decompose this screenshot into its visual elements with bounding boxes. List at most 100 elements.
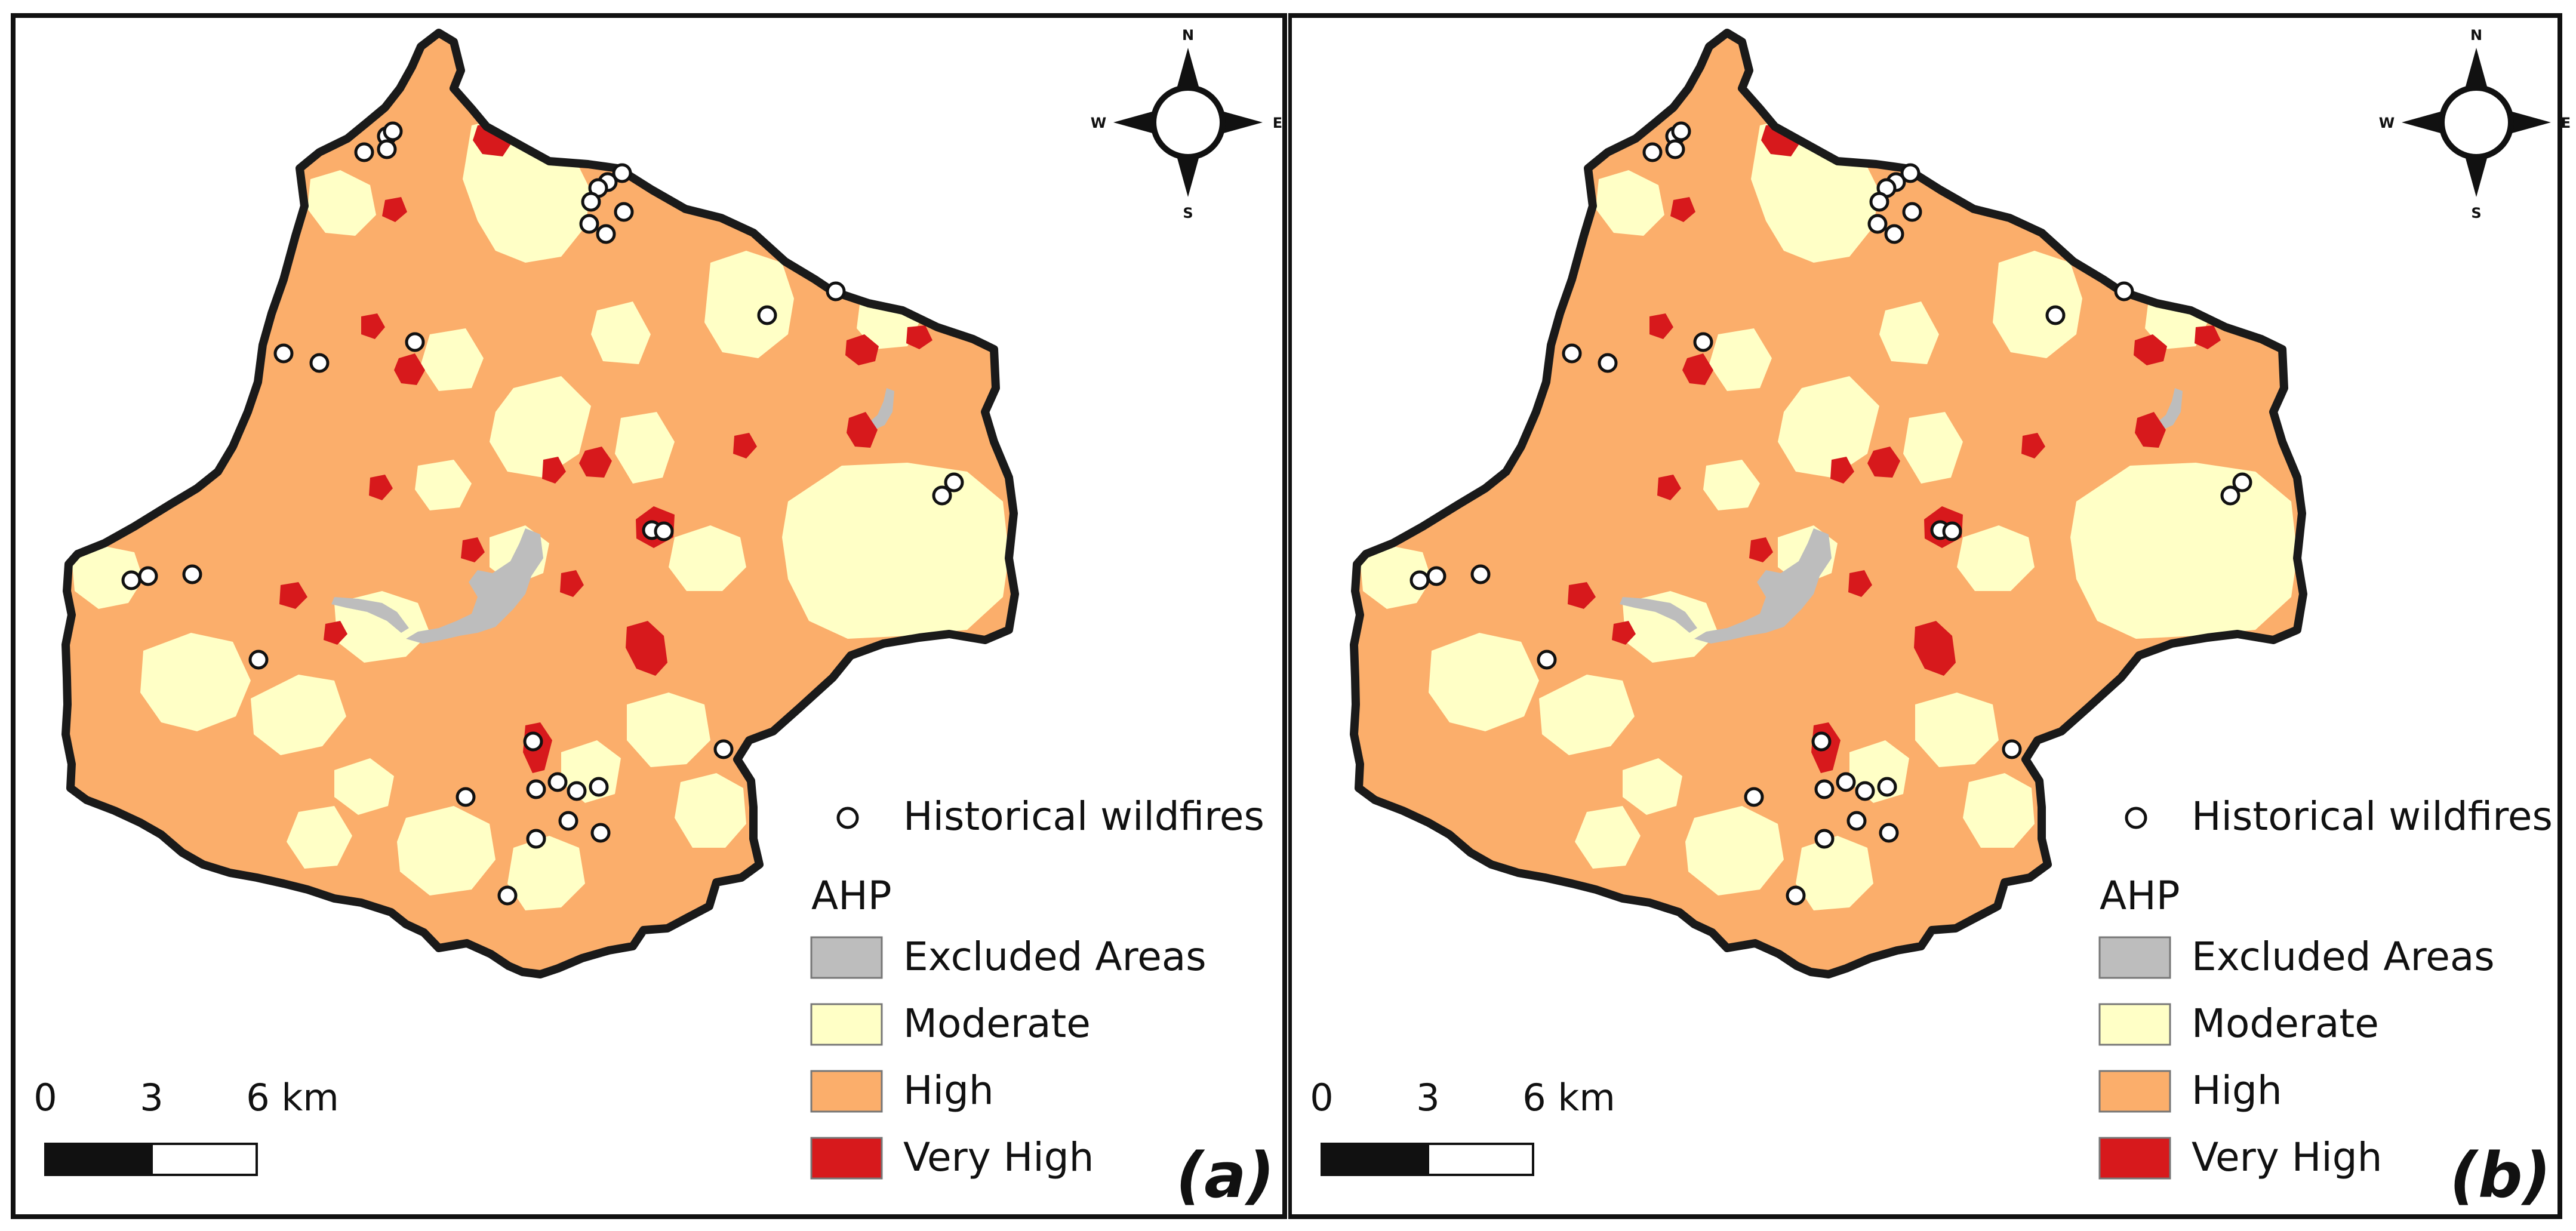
study-area-map — [61, 29, 1019, 978]
historical-wildfire-point-22 — [182, 564, 202, 584]
susceptibility-zones — [72, 116, 1009, 910]
historical-wildfire-point-19 — [654, 521, 674, 541]
historical-wildfire-point-10 — [579, 214, 599, 234]
historical-wildfire-point-12 — [2114, 281, 2134, 301]
historical-wildfire-point-24 — [713, 739, 734, 759]
very-high-zone-5 — [382, 197, 407, 222]
historical-wildfire-point-33 — [1879, 823, 1899, 843]
historical-wildfires-layer — [1409, 121, 2252, 906]
very-high-zone-7 — [361, 313, 385, 339]
compass-n-label: N — [1182, 27, 1194, 44]
wildfire-legend-symbol — [836, 807, 859, 829]
moderate-zone-23 — [415, 460, 472, 510]
historical-wildfire-point-21 — [121, 570, 141, 590]
very-high-zone-5 — [1670, 197, 1695, 222]
legend-label-very-high: Very High — [2192, 1134, 2383, 1180]
map-panel-b: N S E W Historical wildfires AHP Exclude… — [1288, 13, 2571, 1219]
legend-label-very-high: Very High — [903, 1134, 1094, 1180]
historical-wildfire-point-22 — [1470, 564, 1491, 584]
historical-wildfire-point-27 — [1855, 781, 1875, 801]
very-high-zone-1 — [1914, 621, 1956, 676]
historical-wildfire-point-11 — [2045, 305, 2066, 325]
excluded-area-1 — [331, 597, 409, 633]
moderate-zone-13 — [287, 806, 352, 869]
legend: Historical wildfires AHP Excluded Areas M… — [810, 793, 1264, 1180]
compass-north-point — [1177, 48, 1199, 87]
historical-wildfire-point-15 — [1693, 332, 1713, 352]
legend-label-moderate: Moderate — [2192, 1001, 2379, 1047]
legend-label-moderate: Moderate — [903, 1001, 1091, 1047]
moderate-zone-8 — [1360, 546, 1432, 609]
wildfire-legend-label: Historical wildfires — [2192, 793, 2553, 839]
moderate-zone-0 — [2070, 463, 2297, 639]
historical-wildfire-point-9 — [596, 224, 616, 244]
legend-swatch-excluded-areas — [2098, 936, 2171, 979]
historical-wildfire-point-27 — [567, 781, 587, 801]
very-high-zone-7 — [1649, 313, 1673, 339]
historical-wildfire-point-29 — [1744, 787, 1764, 807]
excluded-area-0 — [1694, 528, 1832, 644]
historical-wildfire-point-14 — [309, 353, 330, 373]
very-high-zone-12 — [279, 582, 307, 609]
historical-wildfire-point-7 — [1869, 192, 1889, 212]
historical-wildfire-point-23 — [1537, 650, 1557, 670]
wildfire-legend-symbol — [2125, 807, 2147, 829]
historical-wildfire-point-8 — [1902, 202, 1922, 222]
scalebar-label-3: 3 — [1416, 1076, 1439, 1119]
moderate-zone-6 — [615, 412, 675, 484]
historical-wildfire-point-7 — [581, 192, 601, 212]
moderate-zone-10 — [1539, 675, 1635, 755]
very-high-zone-6 — [394, 353, 425, 385]
historical-wildfire-point-21 — [1409, 570, 1430, 590]
very-high-zone-10 — [1830, 457, 1854, 484]
historical-wildfire-point-25 — [1811, 731, 1832, 752]
historical-wildfire-point-29 — [456, 787, 476, 807]
historical-wildfire-point-4 — [1900, 163, 1921, 183]
legend-swatch-high — [810, 1070, 883, 1113]
very-high-zone-19 — [906, 325, 932, 349]
compass-east-point — [1224, 112, 1263, 133]
historical-wildfire-point-14 — [1598, 353, 1618, 373]
excluded-area-0 — [406, 528, 543, 644]
moderate-zone-19 — [669, 525, 746, 591]
scalebar-label-6km: 6 km — [246, 1076, 338, 1119]
historical-wildfire-point-20 — [138, 566, 158, 586]
historical-wildfire-point-32 — [526, 829, 546, 849]
very-high-zone-15 — [2021, 433, 2045, 458]
historical-wildfires-layer — [121, 121, 964, 906]
excluded-area-1 — [1620, 597, 1697, 633]
historical-wildfire-point-13 — [1562, 343, 1582, 364]
historical-wildfire-point-16 — [2220, 485, 2240, 506]
very-high-zone-2 — [2134, 334, 2167, 365]
scalebar-label-0: 0 — [33, 1076, 57, 1119]
historical-wildfire-point-9 — [1884, 224, 1904, 244]
compass-w-label: W — [1091, 115, 1106, 131]
historical-wildfire-point-30 — [589, 777, 609, 797]
moderate-zone-17 — [675, 773, 746, 848]
legend-swatch-very-high — [810, 1137, 883, 1180]
very-high-zone-13 — [1657, 475, 1681, 500]
very-high-zone-15 — [733, 433, 757, 458]
moderate-zone-5 — [1778, 376, 1879, 478]
legend-title: AHP — [2100, 873, 2180, 919]
compass-e-label: E — [2561, 115, 2571, 131]
moderate-zone-15 — [507, 836, 585, 910]
historical-wildfire-point-8 — [614, 202, 634, 222]
very-high-zone-9 — [579, 447, 612, 478]
historical-wildfire-point-31 — [558, 811, 578, 831]
scalebar-black-segment — [1321, 1143, 1429, 1176]
historical-wildfire-point-2 — [354, 142, 374, 162]
historical-wildfire-point-26 — [1836, 772, 1856, 792]
historical-wildfire-point-33 — [590, 823, 611, 843]
legend-swatch-high — [2098, 1070, 2171, 1113]
historical-wildfire-point-15 — [405, 332, 425, 352]
wildfire-legend-label: Historical wildfires — [903, 793, 1264, 839]
moderate-zone-12 — [334, 758, 394, 815]
moderate-zone-15 — [1796, 836, 1873, 910]
moderate-zone-0 — [782, 463, 1009, 639]
moderate-zone-9 — [1429, 633, 1539, 731]
north-arrow: N S E W — [1091, 27, 1282, 221]
very-high-zone-16 — [324, 621, 347, 645]
very-high-zone-16 — [1612, 621, 1636, 645]
historical-wildfire-point-17 — [944, 472, 964, 493]
